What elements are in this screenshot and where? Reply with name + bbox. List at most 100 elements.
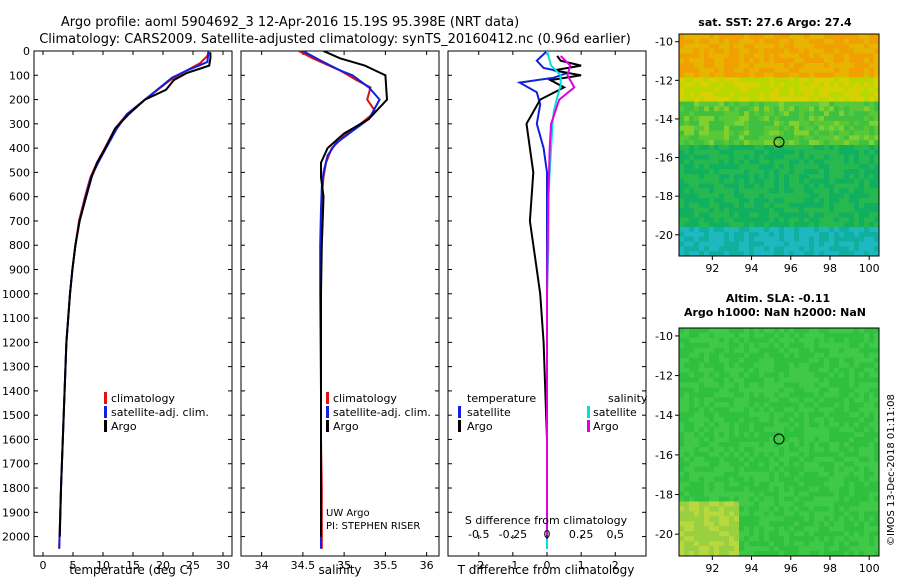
map-cell (754, 476, 760, 483)
map-cell (739, 402, 745, 408)
legend-swatch-climatology (104, 392, 107, 404)
map-cell (724, 456, 730, 463)
map-cell (749, 521, 755, 527)
map-cell (869, 367, 875, 374)
map-cell (854, 96, 860, 103)
map-cell (759, 82, 765, 88)
map-cell (729, 432, 735, 438)
map-cell (809, 347, 815, 354)
map-cell (834, 135, 840, 141)
map-cell (814, 159, 820, 165)
map-cell (739, 347, 745, 354)
map-cell (759, 212, 765, 218)
map-cell (814, 101, 820, 107)
map-cell (844, 397, 850, 403)
map-cell (694, 442, 700, 448)
map-cell (769, 392, 775, 398)
map-cell (844, 476, 850, 483)
map-cell (799, 337, 805, 344)
map-cell (799, 178, 805, 185)
map-cell (704, 43, 710, 49)
map-cell (804, 486, 810, 493)
map-cell (819, 236, 825, 243)
map-cell (774, 551, 780, 556)
map-cell (724, 511, 730, 517)
map-cell (819, 87, 825, 93)
map-cell (704, 511, 710, 517)
map-cell (794, 347, 800, 354)
map-cell (829, 135, 835, 141)
map-cell (849, 526, 855, 532)
map-cell (854, 217, 860, 223)
map-cell (819, 446, 825, 453)
map-cell (799, 111, 805, 117)
map-cell (734, 38, 740, 45)
map-cell (839, 347, 845, 354)
map-cell (784, 407, 790, 413)
map-cell (684, 87, 690, 93)
map-cell (759, 87, 765, 93)
map-cell (834, 451, 840, 458)
map-cell (804, 58, 810, 64)
map-cell (724, 417, 730, 423)
map-cell (694, 130, 700, 136)
map-y-tick-label: -14 (655, 113, 673, 126)
map-cell (849, 43, 855, 49)
map-cell (699, 471, 705, 478)
map-cell (759, 154, 765, 160)
map-cell (864, 231, 870, 238)
map-cell (749, 476, 755, 483)
map-cell (729, 437, 735, 443)
map-cell (814, 392, 820, 398)
map-cell (844, 154, 850, 160)
map-cell (744, 481, 750, 488)
map-cell (804, 164, 810, 170)
map-cell (779, 193, 785, 199)
map-cell (734, 135, 740, 141)
map-cell (679, 236, 685, 243)
map-cell (774, 48, 780, 54)
map-cell (769, 212, 775, 218)
map-cell (709, 130, 715, 136)
map-cell (839, 34, 845, 40)
map-cell (704, 130, 710, 136)
map-cell (739, 227, 745, 233)
map-cell (694, 169, 700, 175)
map-cell (689, 412, 695, 418)
map-cell (694, 212, 700, 218)
map-cell (799, 101, 805, 107)
map-cell (814, 82, 820, 88)
map-cell (844, 486, 850, 493)
map-cell (764, 521, 770, 527)
map-cell (684, 506, 690, 512)
map-cell (719, 183, 725, 189)
map-cell (684, 67, 690, 74)
map-cell (824, 412, 830, 418)
map-cell (754, 82, 760, 88)
map-cell (719, 91, 725, 98)
map-cell (784, 342, 790, 349)
map-cell (839, 48, 845, 54)
map-cell (809, 34, 815, 40)
map-cell (729, 362, 735, 369)
map-cell (689, 461, 695, 468)
map-cell (809, 236, 815, 243)
map-cell (744, 77, 750, 83)
map-cell (739, 251, 745, 256)
map-cell (854, 546, 860, 552)
map-cell (794, 193, 800, 199)
map-cell (849, 236, 855, 243)
map-cell (744, 101, 750, 107)
map-cell (694, 362, 700, 369)
map-cell (849, 82, 855, 88)
map-cell (824, 120, 830, 127)
map-cell (729, 427, 735, 433)
map-cell (694, 486, 700, 493)
map-cell (819, 466, 825, 473)
map-cell (704, 178, 710, 185)
map-cell (819, 337, 825, 344)
map-cell (854, 481, 860, 488)
map-cell (784, 246, 790, 252)
map-cell (764, 193, 770, 199)
map-cell (779, 236, 785, 243)
